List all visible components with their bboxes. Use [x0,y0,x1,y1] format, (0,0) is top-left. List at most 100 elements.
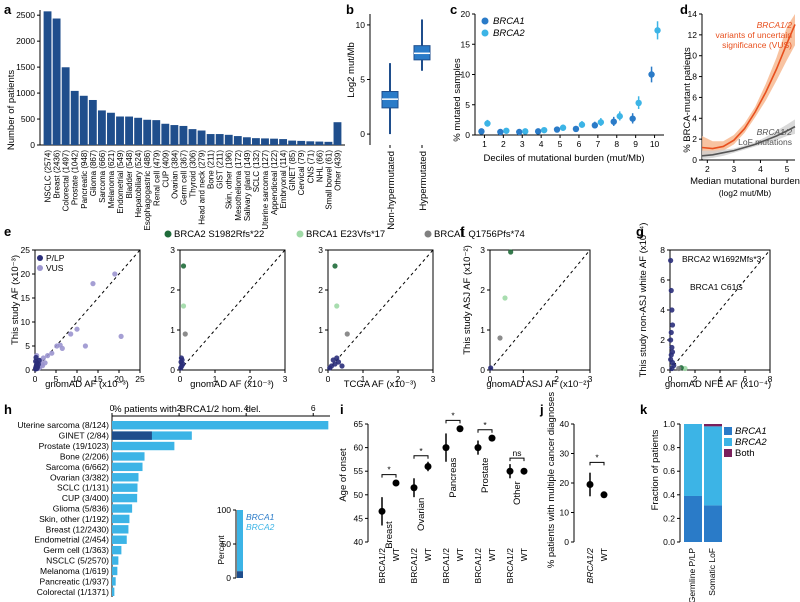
e2-ytick-label-0: 0 [170,365,175,375]
h-category-label-4: Sarcoma (6/662) [46,462,109,472]
i-cat-label-brca-4: BRCA1/2 [505,548,515,584]
i-sig-label-4: ns [513,448,522,458]
a-category-label-21: Mesothelioma (172) [234,150,243,221]
d-ylabel: % BRCA-mutant patients [682,47,693,153]
a-category-label-23: SCLC (132) [252,150,261,193]
f-point [508,249,514,255]
a-bar-21 [233,136,242,145]
a-category-label-1: Breast (2436) [53,150,62,199]
c-point-brca2 [559,124,567,131]
a-category-label-32: Other (439) [333,150,342,191]
a-bar-29 [306,141,315,145]
k-ytick-label-0: 0.0 [663,537,675,547]
a-bar-6 [97,110,106,145]
e3-xlabel: TCGA AF (x10⁻³) [344,379,417,390]
e1-ytick-label-5: 25 [21,245,31,255]
a-bar-10 [134,117,143,145]
g-point [669,307,675,313]
a-bar-4 [79,95,88,145]
f-ytick-label-2: 2 [480,285,485,295]
a-ytick-label-1: 500 [21,114,35,124]
e1-point [57,342,63,348]
h-inset-ytick-label-1: 50 [222,539,232,549]
h-category-label-11: Endometrial (2/454) [34,535,109,545]
h-bar-brca2-5 [112,473,139,482]
b-ytick-label-1: 5 [360,75,365,85]
d-ci-band-0 [702,14,795,155]
h-category-label-7: CUP (3/400) [62,493,109,503]
a-category-label-11: Esophagogastric (486) [143,150,152,231]
i-point-wt-2 [456,425,464,433]
k-ylabel: Fraction of patients [650,429,661,510]
g-ytick-label-1: 2 [660,335,665,345]
j-cat-label-1: WT [599,548,609,561]
a-bar-30 [315,141,324,145]
i-point-brca-0 [378,507,386,515]
e2-ytick-label-3: 3 [170,245,175,255]
g-point [669,344,675,351]
f-ylabel: This study ASJ AF (x10⁻²) [462,245,473,355]
c-point-brca1 [610,118,617,125]
j-ytick-label-3: 30 [560,449,570,459]
h-category-label-6: SCLC (1/131) [57,483,109,493]
i-sig-bracket-1 [413,455,429,459]
a-bar-0 [43,11,52,145]
panel-label-e: e [4,224,11,239]
c-ylabel: % mutated samples [452,58,463,142]
d-xtick-label-1: 3 [732,164,737,174]
k-legend-label-1: BRCA2 [735,437,767,448]
i-group-label-4: Other [512,481,523,505]
h-category-label-14: Melanoma (1/619) [40,566,109,576]
c-point-brca1 [553,126,561,133]
h-category-label-3: Bone (2/206) [60,451,109,461]
h-inset-bar-brca1 [237,571,243,578]
i-point-brca-2 [442,444,450,452]
c-point-brca1 [516,128,523,136]
h-xtick-label-1: 2 [177,403,182,413]
f-xtick-label-1: 1 [521,374,526,384]
c-xtick-label-4: 5 [558,139,563,149]
e1-xtick-label-3: 15 [93,374,103,384]
d-ytick-label-2: 4 [692,113,697,123]
e-legend-label-0: BRCA2 S1982Rfs*22 [174,229,264,240]
h-bar-brca2-13 [112,556,119,565]
d-legend-lof-1: BRCA1/2 [757,127,793,137]
g-annotation-0: BRCA2 W1692Mfs*3 [682,254,762,264]
i-group-label-3: Prostate [480,458,491,493]
a-bar-12 [152,120,161,145]
c-point-brca1 [534,128,542,135]
e1-ytick-label-3: 15 [21,293,31,303]
k-cat-label-1: Somatic LoF [707,548,717,596]
i-group-label-0: Breast [384,521,395,549]
a-bar-27 [288,140,297,145]
panel-label-b: b [346,2,354,17]
a-ytick-label-4: 2000 [16,36,35,46]
a-bar-19 [215,134,224,145]
a-category-label-6: Sarcoma (666) [98,150,107,203]
e1-point [112,271,118,277]
g-point [668,352,674,358]
k-cat-label-0: Germline P/LP [687,548,697,602]
e1-ytick-label-0: 0 [25,365,30,375]
j-ytick-label-1: 10 [560,508,570,518]
h-category-label-10: Breast (12/2430) [46,524,109,534]
d-legend-vus-2: variants of uncertain [715,30,792,40]
e1-ytick-label-2: 10 [21,317,31,327]
h-bar-brca1-1 [112,431,152,440]
a-bar-26 [279,139,288,145]
h-xtick-label-0: 0 [110,403,115,413]
e-legend-label-2: BRCA1 Q1756Pfs*74 [434,229,525,240]
b-ylabel: Log2 mut/Mb [346,42,357,97]
c-xtick-label-1: 2 [501,139,506,149]
j-ytick-label-4: 40 [560,419,570,429]
c-xtick-label-8: 9 [633,139,638,149]
h-xtick-label-2: 4 [244,403,249,413]
e1-point [45,353,51,359]
h-bar-brca2-10 [112,525,129,534]
c-point-brca2 [540,126,548,134]
a-bar-17 [197,130,206,145]
h-bar-brca2-11 [112,535,127,544]
f-xtick-label-2: 2 [554,374,559,384]
c-xtick-label-2: 3 [520,139,525,149]
h-bar-brca2-14 [112,566,118,576]
